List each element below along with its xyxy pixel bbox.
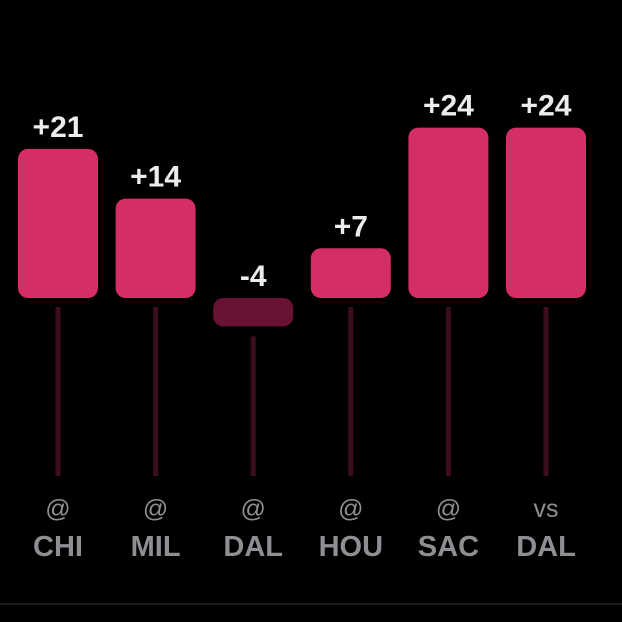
value-label: +14 [130,161,181,194]
bar-sac-4 [408,127,489,298]
bar-dal-2 [213,298,294,327]
bar-chi-0 [18,148,98,298]
bar-stem [348,307,354,476]
stems-layer [55,307,549,476]
opponent-label: MIL [131,531,181,563]
value-label: +24 [423,90,474,123]
bar-stem [445,307,451,476]
opponent-label: SAC [418,531,479,563]
value-label: +24 [521,90,572,123]
game-prefix-label: @ [143,495,168,523]
opponent-label: DAL [516,531,576,563]
bar-stem [55,307,61,476]
game-prefix-label: @ [241,495,266,523]
bar-dal-5 [506,127,586,298]
game-prefix-label: @ [338,495,363,523]
bar-hou-3 [310,248,391,298]
game-prefix-label: vs [534,495,559,523]
bars-layer [18,127,586,327]
value-label: +7 [334,210,368,243]
bar-stem [543,307,549,476]
axis-labels-layer: @ CHI @ MIL @ DAL @ HOU @ SAC vs DAL [33,495,576,563]
opponent-label: HOU [319,531,383,563]
bar-mil-1 [115,198,196,298]
bar-stem [153,307,159,476]
value-labels-layer: +21 +14 -4 +7 +24 +24 [33,90,572,293]
game-prefix-label: @ [45,495,70,523]
opponent-label: DAL [223,531,283,563]
value-label: +21 [33,111,84,144]
game-prefix-label: @ [436,495,461,523]
bar-stem [250,336,256,476]
opponent-label: CHI [33,531,83,563]
value-label: -4 [240,260,267,293]
bottom-divider [0,603,622,605]
